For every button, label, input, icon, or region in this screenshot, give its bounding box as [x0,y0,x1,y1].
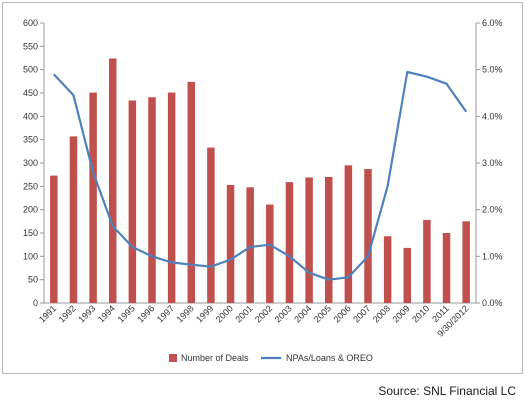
bar [344,165,353,303]
bar [462,221,470,303]
bar [442,233,451,303]
left-axis-tick-label: 350 [23,135,38,145]
x-axis-tick-label: 2000 [214,303,235,324]
x-axis-tick-label: 1998 [174,303,195,324]
x-axis-tick-label: 2010 [410,303,431,324]
left-axis-ticks: 0 50 100 150 200 250 300 350 400 450 500 550 600 [23,18,44,308]
legend-label-npas: NPAs/Loans & OREO [286,353,373,363]
legend: Number of Deals NPAs/Loans & OREO [169,353,373,363]
bar [383,236,392,303]
left-axis-tick-label: 400 [23,111,38,121]
left-axis-tick-label: 50 [28,275,38,285]
chart-frame: 0 50 100 150 200 250 300 350 400 450 500 550 600 0.0… [2,2,523,374]
right-axis-ticks: 0.0% 1.0% 2.0% 3.0% 4.0% 5.0% 6.0% [476,18,503,308]
bar [108,58,117,303]
bar [167,92,176,304]
x-axis-tick-label: 2007 [351,303,372,324]
bar [207,147,215,303]
left-axis-tick-label: 200 [23,205,38,215]
bar [148,97,156,303]
right-axis-tick-label: 6.0% [482,18,503,28]
legend-swatch-deals [169,354,177,362]
left-axis-tick-label: 150 [23,228,38,238]
x-axis-tick-label: 2006 [332,303,353,324]
x-axis-tick-label: 2004 [292,303,313,324]
x-axis-tick-label: 1996 [135,303,156,324]
bar [226,184,235,303]
x-axis-tick-label: 2003 [273,303,294,324]
source-note: Source: SNL Financial LC [378,384,516,398]
bar [246,187,254,303]
x-axis-tick-label: 1994 [96,303,117,324]
bar [50,175,58,303]
x-axis-tick-label: 1995 [116,303,137,324]
combo-chart: 0 50 100 150 200 250 300 350 400 450 500 550 600 0.0… [23,18,503,363]
left-axis-tick-label: 600 [23,18,38,28]
x-axis-tick-label: 2002 [253,303,274,324]
right-axis-tick-label: 5.0% [482,65,503,75]
left-axis-tick-label: 300 [23,158,38,168]
x-axis-tick-label: 2009 [390,303,411,324]
right-axis-tick-label: 3.0% [482,158,503,168]
bar [266,204,274,303]
left-axis-tick-label: 500 [23,65,38,75]
left-axis-tick-label: 100 [23,251,38,261]
x-axis-ticks: 1991199219931994199519961997199819992000… [37,303,471,338]
right-axis-tick-label: 2.0% [482,205,503,215]
right-axis-tick-label: 4.0% [482,111,503,121]
x-axis-tick-label: 2001 [233,303,254,324]
legend-label-deals: Number of Deals [181,353,249,363]
x-axis-tick-label: 2005 [312,303,333,324]
bar [364,169,372,303]
bar [69,136,78,303]
x-axis-tick-label: 1993 [76,303,97,324]
bar [305,177,313,303]
bar [324,177,333,303]
bar [423,219,431,303]
right-axis-tick-label: 1.0% [482,251,503,261]
x-axis-tick-label: 1991 [37,303,58,324]
bar [89,92,97,304]
x-axis-tick-label: 2008 [371,303,392,324]
left-axis-tick-label: 250 [23,181,38,191]
right-axis-tick-label: 0.0% [482,298,503,308]
bar-series [50,58,470,304]
x-axis-tick-label: 1999 [194,303,215,324]
line-series-npas [52,70,468,281]
bar [285,182,294,303]
bar [403,247,412,303]
x-axis-tick-label: 1992 [57,303,78,324]
left-axis-tick-label: 0 [33,298,38,308]
bar [128,100,137,303]
left-axis-tick-label: 450 [23,88,38,98]
x-axis-tick-label: 1997 [155,303,176,324]
left-axis-tick-label: 550 [23,41,38,51]
bar [187,81,196,303]
